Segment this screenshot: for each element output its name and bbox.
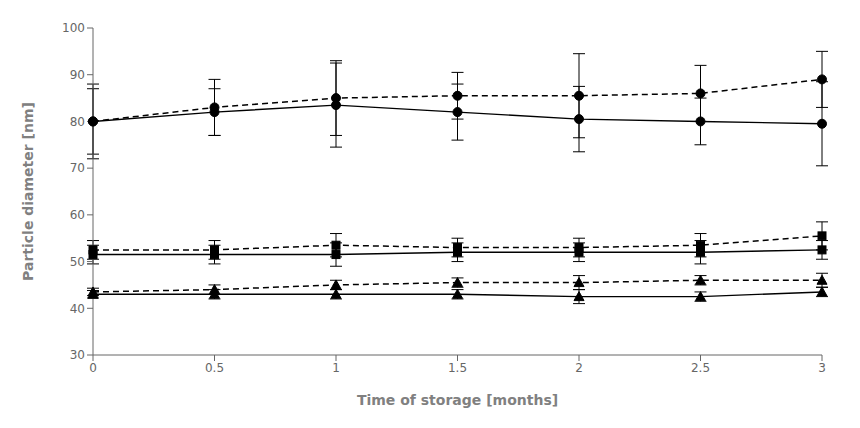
svg-text:3: 3 xyxy=(818,361,826,375)
svg-text:2.5: 2.5 xyxy=(691,361,710,375)
svg-text:2: 2 xyxy=(575,361,583,375)
svg-text:Particle diameter [nm]: Particle diameter [nm] xyxy=(20,102,36,281)
svg-text:50: 50 xyxy=(70,255,85,269)
svg-text:0: 0 xyxy=(89,361,97,375)
svg-text:Time of storage [months]: Time of storage [months] xyxy=(357,392,558,408)
svg-text:90: 90 xyxy=(70,68,85,82)
svg-text:30: 30 xyxy=(70,348,85,362)
svg-text:100: 100 xyxy=(62,21,85,35)
svg-text:70: 70 xyxy=(70,161,85,175)
svg-text:60: 60 xyxy=(70,208,85,222)
svg-text:0.5: 0.5 xyxy=(205,361,224,375)
svg-text:80: 80 xyxy=(70,115,85,129)
svg-text:1.5: 1.5 xyxy=(448,361,467,375)
svg-text:1: 1 xyxy=(332,361,340,375)
svg-text:40: 40 xyxy=(70,302,85,316)
